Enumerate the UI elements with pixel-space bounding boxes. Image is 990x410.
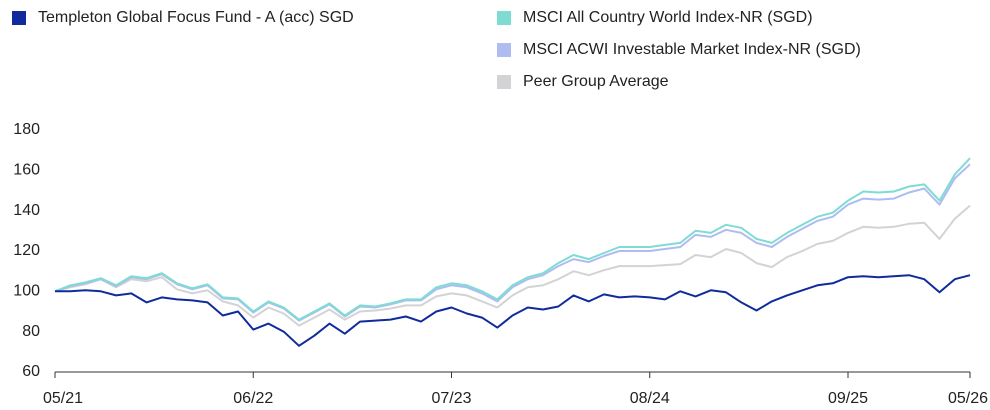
series-line: [54, 157, 971, 321]
y-tick-label: 140: [13, 202, 40, 219]
x-tick-label: 08/24: [630, 390, 670, 407]
legend-label: Peer Group Average: [523, 73, 669, 90]
y-tick-label: 80: [22, 323, 40, 340]
series-line: [55, 274, 971, 347]
x-tick-label: 09/25: [828, 390, 868, 407]
y-tick-label: 180: [13, 121, 40, 138]
y-tick-label: 100: [13, 283, 40, 300]
series-line: [54, 163, 971, 322]
legend-swatch: [497, 75, 511, 89]
legend-label: Templeton Global Focus Fund - A (acc) SG…: [38, 9, 354, 26]
legend-label: MSCI All Country World Index-NR (SGD): [523, 9, 813, 26]
legend-swatch: [497, 43, 511, 57]
legend-swatch: [497, 11, 511, 25]
legend-swatch: [12, 11, 26, 25]
y-tick-label: 60: [22, 363, 40, 380]
y-tick-label: 160: [13, 162, 40, 179]
x-tick-label: 05/26: [948, 390, 988, 407]
series-line: [54, 204, 971, 327]
x-tick-label: 05/21: [43, 390, 83, 407]
x-tick-label: 06/22: [233, 390, 273, 407]
y-tick-label: 120: [13, 242, 40, 259]
x-tick-label: 07/23: [431, 390, 471, 407]
legend-label: MSCI ACWI Investable Market Index-NR (SG…: [523, 41, 861, 58]
